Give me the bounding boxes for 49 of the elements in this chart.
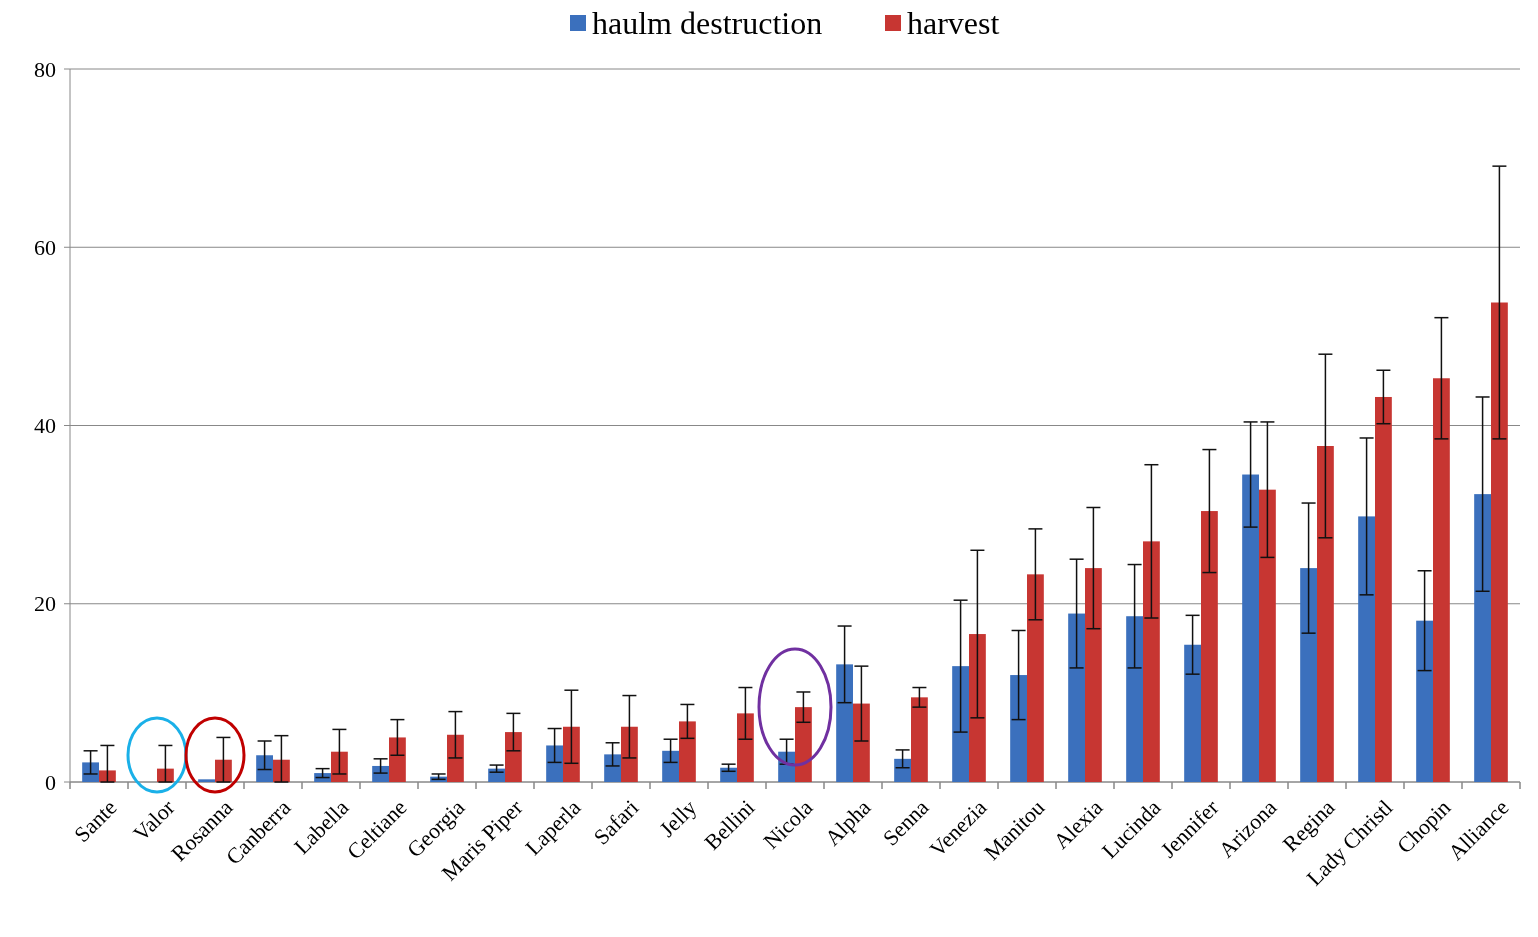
bar — [1242, 474, 1259, 782]
y-tick-label: 60 — [34, 234, 56, 260]
bar — [836, 664, 853, 782]
bar — [1085, 568, 1102, 782]
bar — [1317, 446, 1334, 782]
legend-label: haulm destruction — [592, 5, 823, 42]
bar — [1143, 541, 1160, 782]
y-tick-label: 20 — [34, 591, 56, 617]
bar — [894, 758, 911, 782]
bar — [505, 732, 522, 782]
bar — [1416, 620, 1433, 782]
bar — [215, 759, 232, 782]
bar — [1126, 616, 1143, 782]
bar — [679, 721, 696, 782]
bar — [1300, 568, 1317, 782]
bar — [1491, 302, 1508, 782]
bar — [563, 726, 580, 782]
bar — [1184, 644, 1201, 782]
bar — [911, 697, 928, 782]
bar — [198, 779, 215, 782]
bar — [1358, 516, 1375, 782]
bar — [1068, 613, 1085, 782]
legend-label: harvest — [907, 5, 1000, 42]
x-tick-label: Jelly — [654, 794, 702, 842]
bar — [447, 734, 464, 782]
bar — [952, 666, 969, 782]
bar — [1201, 511, 1218, 782]
bar — [662, 750, 679, 782]
bar — [546, 745, 563, 782]
bar — [1433, 378, 1450, 782]
bar — [621, 726, 638, 782]
bar — [1259, 489, 1276, 782]
y-tick-label: 80 — [34, 56, 56, 82]
bar — [969, 634, 986, 782]
bar — [1010, 675, 1027, 782]
y-tick-label: 0 — [45, 769, 56, 795]
bar — [389, 737, 406, 782]
bar — [1474, 494, 1491, 782]
bar — [1375, 396, 1392, 782]
bar — [795, 707, 812, 782]
bar — [737, 713, 754, 782]
bar — [1027, 574, 1044, 782]
bar — [256, 755, 273, 782]
bar — [853, 703, 870, 782]
bar — [604, 754, 621, 782]
y-tick-label: 40 — [34, 413, 56, 439]
bar — [273, 759, 290, 782]
bar — [720, 767, 737, 782]
bar — [331, 751, 348, 782]
